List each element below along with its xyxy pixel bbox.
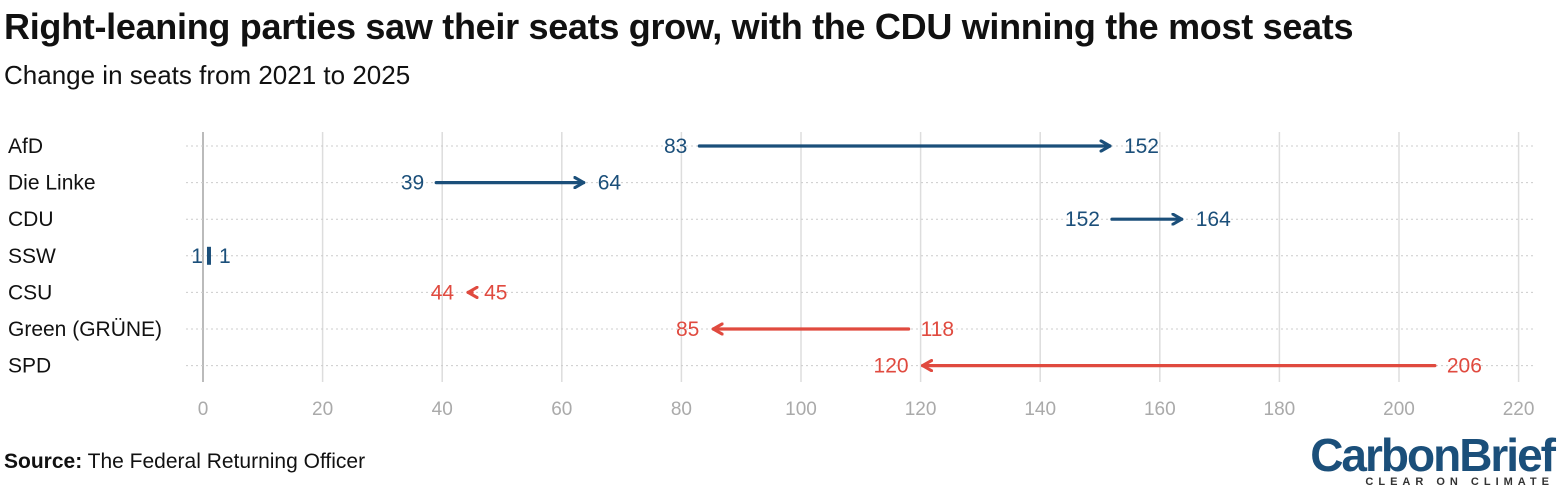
- value-label-2025: 120: [874, 355, 909, 378]
- x-tick-label: 160: [1144, 399, 1176, 420]
- category-label: Green (GRÜNE): [8, 318, 162, 341]
- value-label-2021: 118: [921, 318, 954, 341]
- value-label-2025: 164: [1196, 208, 1231, 231]
- x-tick-label: 140: [1024, 399, 1056, 420]
- logo-tagline: CLEAR ON CLIMATE: [1365, 476, 1554, 488]
- x-tick-label: 0: [198, 399, 209, 420]
- x-tick-label: 20: [312, 399, 333, 420]
- value-label-2025: 64: [598, 172, 622, 195]
- category-label: CDU: [8, 208, 54, 231]
- category-label: AfD: [8, 135, 43, 158]
- x-tick-label: 60: [551, 399, 572, 420]
- arrow-chart: 0 20 40 60 80 100 120 140 160 180 200 220 AfD 83 152 Di…: [8, 132, 1535, 420]
- value-label-2021: 152: [1065, 208, 1100, 231]
- value-label-2021: 39: [401, 172, 424, 195]
- category-label: SPD: [8, 355, 51, 378]
- value-label-2025: 85: [676, 318, 699, 341]
- value-label-2021: 1: [191, 245, 203, 268]
- value-label-2021: 206: [1447, 355, 1482, 378]
- x-tick-label: 80: [671, 399, 692, 420]
- chart-title: Right-leaning parties saw their seats gr…: [4, 6, 1354, 47]
- logo-carbon: Carbon: [1310, 429, 1461, 481]
- value-label-2021: 83: [664, 135, 687, 158]
- chart-subtitle: Change in seats from 2021 to 2025: [4, 60, 411, 90]
- category-label: Die Linke: [8, 172, 96, 195]
- x-tick-label: 100: [785, 399, 817, 420]
- carbon-brief-logo: CarbonBrief CLEAR ON CLIMATE: [1310, 429, 1556, 488]
- category-label: CSU: [8, 281, 52, 304]
- x-tick-label: 120: [905, 399, 937, 420]
- logo-brief: Brief: [1459, 429, 1556, 481]
- value-label-2025: 44: [431, 281, 455, 304]
- source-note: Source: The Federal Returning Officer: [4, 450, 365, 474]
- source-label: Source:: [4, 450, 83, 473]
- x-tick-label: 220: [1503, 399, 1535, 420]
- logo-wordmark: CarbonBrief: [1310, 429, 1556, 481]
- source-text: The Federal Returning Officer: [87, 450, 366, 473]
- x-tick-label: 200: [1383, 399, 1415, 420]
- value-label-2025: 1: [219, 245, 231, 268]
- value-label-2021: 45: [484, 281, 507, 304]
- x-tick-label: 180: [1264, 399, 1296, 420]
- value-label-2025: 152: [1124, 135, 1159, 158]
- x-tick-label: 40: [432, 399, 453, 420]
- category-label: SSW: [8, 245, 56, 268]
